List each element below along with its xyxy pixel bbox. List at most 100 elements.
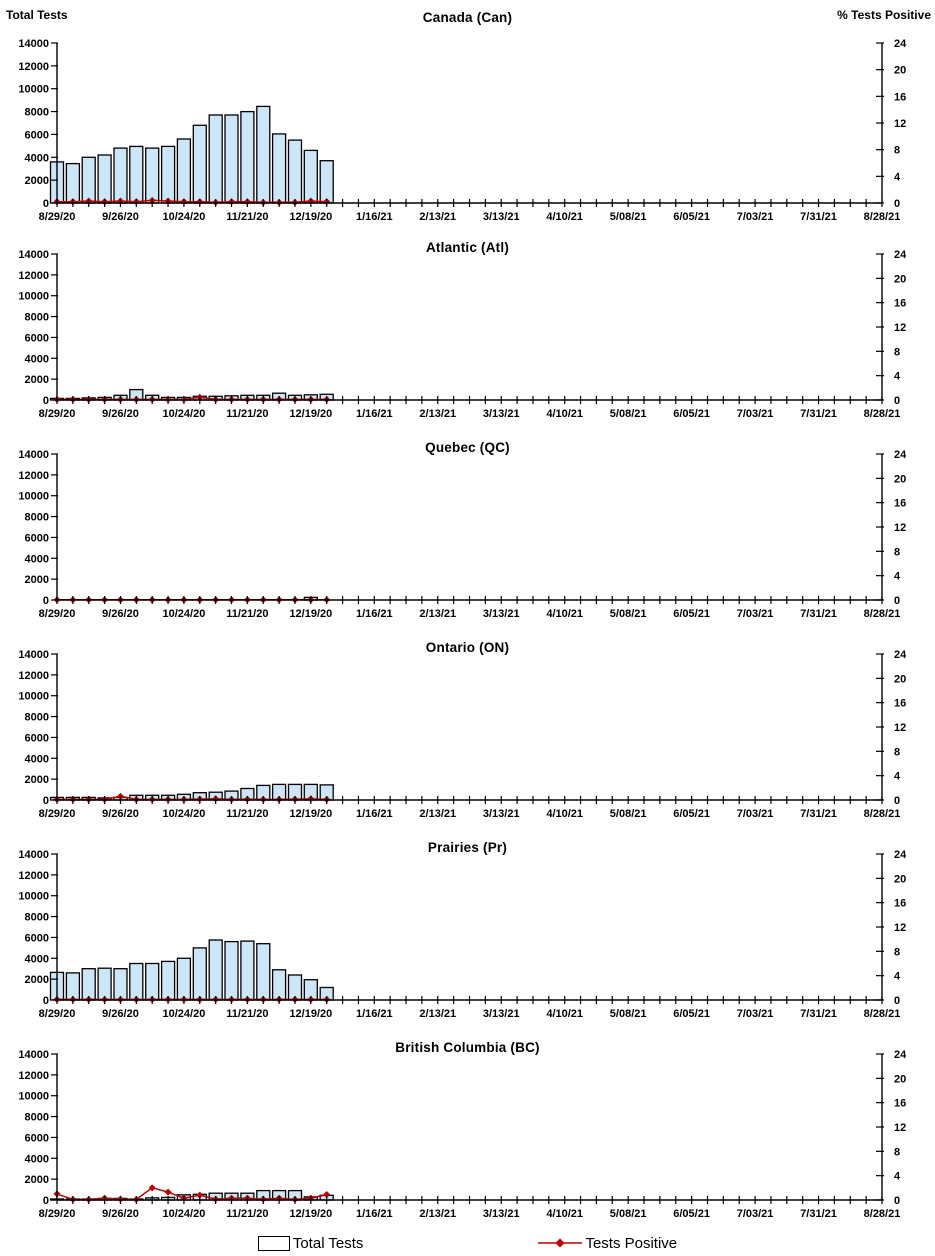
- svg-text:8000: 8000: [25, 912, 49, 924]
- svg-text:1/16/21: 1/16/21: [356, 211, 393, 223]
- svg-text:6000: 6000: [25, 1132, 49, 1144]
- svg-text:11/21/20: 11/21/20: [226, 1208, 268, 1220]
- svg-text:1/16/21: 1/16/21: [356, 408, 393, 420]
- svg-text:14000: 14000: [18, 649, 49, 661]
- svg-text:10/24/20: 10/24/20: [163, 211, 206, 223]
- panel-title-canada: Canada (Can): [422, 10, 513, 25]
- svg-text:5/08/21: 5/08/21: [610, 1208, 647, 1220]
- svg-text:2/13/21: 2/13/21: [419, 808, 456, 820]
- svg-text:9/26/20: 9/26/20: [102, 1008, 139, 1020]
- svg-text:9/26/20: 9/26/20: [102, 211, 139, 223]
- svg-text:6000: 6000: [25, 332, 49, 344]
- svg-text:12000: 12000: [18, 61, 49, 73]
- svg-text:12000: 12000: [18, 670, 49, 682]
- svg-text:9/26/20: 9/26/20: [102, 1208, 139, 1220]
- chart-panel-quebec: Quebec (QC) 14000 12000 10000 8000 6000 4000 2…: [0, 430, 935, 630]
- svg-text:2000: 2000: [25, 175, 49, 187]
- svg-text:10000: 10000: [18, 891, 49, 903]
- svg-text:5/08/21: 5/08/21: [610, 211, 647, 223]
- svg-text:12000: 12000: [18, 470, 49, 482]
- svg-text:8/28/21: 8/28/21: [864, 408, 901, 420]
- svg-text:7/31/21: 7/31/21: [800, 1208, 837, 1220]
- svg-text:4: 4: [894, 771, 901, 783]
- svg-text:4/10/21: 4/10/21: [546, 1208, 583, 1220]
- svg-text:3/13/21: 3/13/21: [483, 211, 520, 223]
- svg-text:4: 4: [894, 1171, 901, 1183]
- svg-text:4000: 4000: [25, 1153, 49, 1165]
- svg-text:10/24/20: 10/24/20: [163, 1208, 206, 1220]
- svg-text:8/29/20: 8/29/20: [39, 1208, 76, 1220]
- svg-text:6/05/21: 6/05/21: [673, 408, 710, 420]
- svg-text:8000: 8000: [25, 1112, 49, 1124]
- svg-text:2000: 2000: [25, 974, 49, 986]
- svg-text:10/24/20: 10/24/20: [163, 1008, 206, 1020]
- svg-text:24: 24: [894, 649, 907, 661]
- svg-text:24: 24: [894, 38, 907, 50]
- chart-panel-ontario: Ontario (ON) 14000 12000 10000 8000 6000 4000…: [0, 630, 935, 830]
- svg-text:12000: 12000: [18, 270, 49, 282]
- svg-text:2/13/21: 2/13/21: [419, 408, 456, 420]
- svg-text:14000: 14000: [18, 449, 49, 461]
- chart-panel-prairies: Prairies (Pr) 14000 12000 10000 8000 6000 400…: [0, 830, 935, 1030]
- svg-text:0: 0: [43, 595, 49, 607]
- svg-text:12/19/20: 12/19/20: [289, 211, 332, 223]
- svg-text:24: 24: [894, 1049, 907, 1061]
- svg-text:4/10/21: 4/10/21: [546, 408, 583, 420]
- svg-text:2/13/21: 2/13/21: [419, 1208, 456, 1220]
- svg-text:4: 4: [894, 371, 901, 383]
- svg-text:1/16/21: 1/16/21: [356, 808, 393, 820]
- line-diamond-icon: [538, 1238, 583, 1248]
- svg-text:11/21/20: 11/21/20: [226, 808, 268, 820]
- legend-label-tests-positive: Tests Positive: [585, 1234, 678, 1252]
- svg-text:0: 0: [43, 995, 49, 1007]
- svg-text:20: 20: [894, 1073, 906, 1085]
- svg-text:8/29/20: 8/29/20: [39, 211, 76, 223]
- svg-text:8000: 8000: [25, 312, 49, 324]
- svg-text:10000: 10000: [18, 1091, 49, 1103]
- svg-text:3/13/21: 3/13/21: [483, 1008, 520, 1020]
- panel-title-atlantic: Atlantic (Atl): [425, 240, 510, 255]
- svg-text:10/24/20: 10/24/20: [163, 808, 206, 820]
- svg-text:4/10/21: 4/10/21: [546, 1008, 583, 1020]
- svg-text:8: 8: [894, 546, 900, 558]
- panel-title-quebec: Quebec (QC): [425, 440, 510, 455]
- svg-text:14000: 14000: [18, 849, 49, 861]
- svg-text:1/16/21: 1/16/21: [356, 1208, 393, 1220]
- svg-text:12: 12: [894, 118, 906, 130]
- svg-text:5/08/21: 5/08/21: [610, 1008, 647, 1020]
- chart-plot-canada: 14000 12000 10000 8000 6000 4000 2000 0 24 20 16 12…: [18, 38, 907, 223]
- svg-text:4000: 4000: [25, 553, 49, 565]
- svg-text:6000: 6000: [25, 732, 49, 744]
- svg-text:8/29/20: 8/29/20: [39, 608, 76, 620]
- svg-text:12: 12: [894, 722, 906, 734]
- panel-title-prairies: Prairies (Pr): [427, 840, 508, 855]
- svg-text:2/13/21: 2/13/21: [419, 1008, 456, 1020]
- svg-text:12: 12: [894, 322, 906, 334]
- svg-text:9/26/20: 9/26/20: [102, 408, 139, 420]
- svg-text:8000: 8000: [25, 107, 49, 119]
- svg-text:1/16/21: 1/16/21: [356, 1008, 393, 1020]
- svg-text:16: 16: [894, 91, 906, 103]
- svg-text:7/31/21: 7/31/21: [800, 608, 837, 620]
- svg-text:24: 24: [894, 249, 907, 261]
- svg-text:8000: 8000: [25, 712, 49, 724]
- right-axis-title: % Tests Positive: [837, 8, 931, 22]
- svg-text:4000: 4000: [25, 353, 49, 365]
- svg-text:4: 4: [894, 971, 901, 983]
- svg-text:8/29/20: 8/29/20: [39, 408, 76, 420]
- legend-label-total-tests: Total Tests: [292, 1234, 364, 1252]
- svg-text:11/21/20: 11/21/20: [226, 211, 268, 223]
- svg-text:4/10/21: 4/10/21: [546, 808, 583, 820]
- svg-text:8: 8: [894, 746, 900, 758]
- chart-panel-canada: Total Tests Canada (Can) % Tests Positiv…: [0, 0, 935, 230]
- svg-text:12: 12: [894, 522, 906, 534]
- svg-text:3/13/21: 3/13/21: [483, 608, 520, 620]
- svg-text:2000: 2000: [25, 774, 49, 786]
- svg-text:0: 0: [43, 198, 49, 210]
- svg-text:3/13/21: 3/13/21: [483, 408, 520, 420]
- panel-title-bc: British Columbia (BC): [395, 1040, 540, 1055]
- svg-text:20: 20: [894, 873, 906, 885]
- legend-item-total-tests: Total Tests: [257, 1234, 364, 1252]
- svg-text:12: 12: [894, 922, 906, 934]
